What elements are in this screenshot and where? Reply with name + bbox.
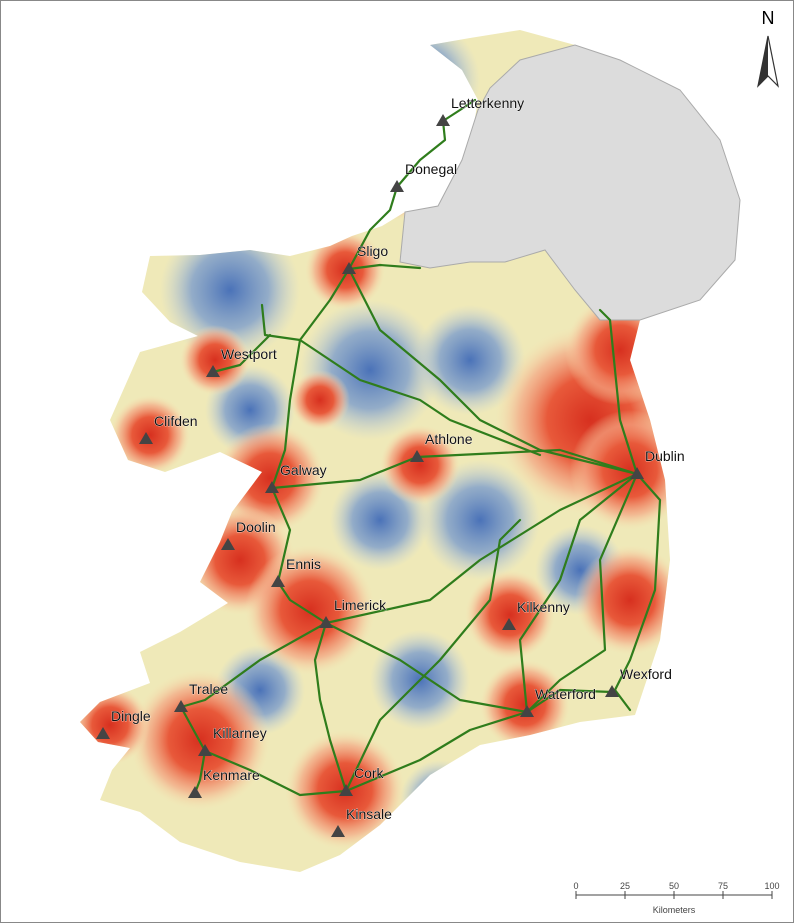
town-marker <box>436 114 450 126</box>
town-label: Kenmare <box>203 767 260 783</box>
town-label: Doolin <box>236 519 276 535</box>
town-marker <box>198 744 212 756</box>
town-marker <box>331 825 345 837</box>
town-label: Ennis <box>286 556 321 572</box>
scale-bar: 0 25 50 75 100 Kilometers <box>573 881 779 915</box>
town-label: Tralee <box>189 681 228 697</box>
scale-tick-label: 50 <box>669 881 679 891</box>
scale-tick-label: 0 <box>573 881 578 891</box>
scale-unit: Kilometers <box>653 905 696 915</box>
scale-tick-label: 75 <box>718 881 728 891</box>
town-label: Waterford <box>535 686 596 702</box>
town-marker <box>520 705 534 717</box>
town-marker <box>630 467 644 479</box>
scale-tick-label: 100 <box>764 881 779 891</box>
northern-ireland <box>399 44 741 321</box>
town-marker <box>206 365 220 377</box>
north-label: N <box>762 8 775 28</box>
town-marker <box>390 180 404 192</box>
town-label: Wexford <box>620 666 672 682</box>
north-arrow-half <box>758 36 768 86</box>
town-label: Limerick <box>334 597 387 613</box>
town-label: Athlone <box>425 431 473 447</box>
town-label: Galway <box>280 462 327 478</box>
town-marker <box>271 575 285 587</box>
town-label: Sligo <box>357 243 388 259</box>
town-label: Cork <box>354 765 385 781</box>
town-label: Clifden <box>154 413 198 429</box>
town-marker <box>174 700 188 712</box>
town-marker <box>342 262 356 274</box>
roads <box>179 98 662 797</box>
town-marker <box>319 616 333 628</box>
town-marker <box>139 432 153 444</box>
town-marker <box>502 618 516 630</box>
town-marker <box>221 538 235 550</box>
town-marker <box>188 786 202 798</box>
town-marker <box>605 685 619 697</box>
town-marker <box>265 481 279 493</box>
town-marker <box>410 450 424 462</box>
town-label: Donegal <box>405 161 457 177</box>
town-label: Killarney <box>213 725 267 741</box>
town-label: Kilkenny <box>517 599 570 615</box>
town-label: Westport <box>221 346 277 362</box>
town-label: Kinsale <box>346 806 392 822</box>
town-marker <box>339 784 353 796</box>
town-marker <box>96 727 110 739</box>
town-label: Dublin <box>645 448 685 464</box>
town-label: Letterkenny <box>451 95 524 111</box>
town-label: Dingle <box>111 708 151 724</box>
towns: Letterkenny Donegal Sligo Westport Clifden At… <box>96 95 685 837</box>
scale-tick-label: 25 <box>620 881 630 891</box>
